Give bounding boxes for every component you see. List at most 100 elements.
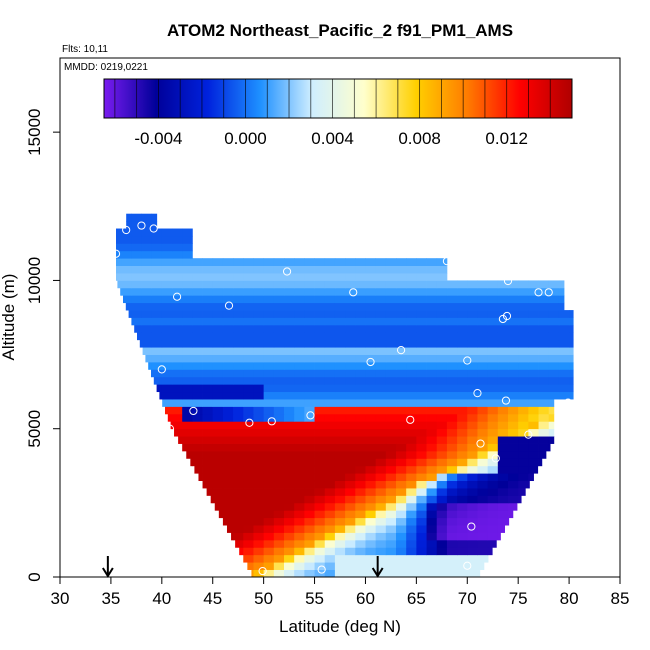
heatmap-cell: [161, 332, 173, 341]
heatmap-cell: [202, 428, 214, 437]
heatmap-cell: [294, 562, 305, 570]
heatmap-cell: [538, 361, 550, 370]
heatmap-cell: [497, 361, 509, 370]
heatmap-cell: [518, 399, 529, 407]
heatmap-cell: [426, 510, 438, 519]
heatmap-cell: [314, 450, 326, 459]
heatmap-cell: [497, 317, 509, 326]
heatmap-cell: [151, 295, 163, 304]
heatmap-cell: [334, 465, 346, 474]
heatmap-cell: [436, 510, 448, 519]
heatmap-cell: [273, 406, 285, 415]
heatmap-cell: [314, 280, 326, 289]
heatmap-cell: [243, 525, 254, 533]
heatmap-cell: [284, 517, 295, 526]
heatmap-cell: [426, 406, 438, 415]
heatmap-cell: [314, 569, 326, 577]
heatmap-cell: [192, 413, 203, 422]
heatmap-cell: [426, 376, 438, 385]
heatmap-cell: [538, 287, 550, 296]
heatmap-cell: [345, 488, 356, 496]
heatmap-cell: [263, 310, 275, 318]
heatmap-cell: [116, 243, 122, 252]
heatmap-cell: [253, 569, 265, 577]
observation-point: [502, 311, 512, 321]
heatmap-cell: [508, 384, 519, 393]
heatmap-cell: [192, 302, 203, 311]
heatmap-cell: [558, 391, 570, 400]
observation-point: [498, 314, 508, 324]
heatmap-cell: [436, 339, 448, 348]
heatmap-cell: [538, 310, 550, 318]
heatmap-cell: [365, 510, 377, 519]
heatmap-cell: [334, 332, 346, 341]
heatmap-cell: [365, 547, 377, 556]
heatmap-cell: [477, 547, 489, 556]
heatmap-cell: [467, 361, 478, 370]
heatmap-cell: [324, 525, 336, 533]
heatmap-cell: [273, 480, 285, 489]
heatmap-cell: [467, 332, 478, 341]
heatmap-cell: [426, 332, 438, 341]
heatmap-cell: [548, 280, 560, 289]
observation-point: [282, 267, 292, 276]
heatmap-cell: [273, 310, 285, 318]
heatmap-cell: [263, 554, 275, 563]
heatmap-cell: [467, 436, 478, 444]
heatmap-cell: [426, 280, 438, 289]
heatmap-cell: [457, 562, 468, 570]
heatmap-cell: [558, 295, 565, 304]
heatmap-cell: [467, 539, 478, 548]
heatmap-cell: [477, 562, 485, 570]
heatmap-cell: [375, 391, 387, 400]
heatmap-cell: [324, 324, 336, 333]
heatmap-cell: [151, 250, 163, 259]
heatmap-cell: [446, 369, 458, 378]
heatmap-cell: [355, 502, 366, 511]
heatmap-cell: [263, 502, 275, 511]
heatmap-cell: [212, 280, 224, 289]
heatmap-cell: [141, 228, 153, 237]
heatmap-cell: [518, 488, 526, 496]
colorbar-tick-label: 0.012: [485, 129, 528, 148]
heatmap-cell: [406, 443, 417, 452]
heatmap-cell: [222, 347, 234, 355]
heatmap-cell: [162, 399, 173, 407]
heatmap-cell: [182, 413, 193, 422]
heatmap-cell: [324, 443, 336, 452]
heatmap-cell: [202, 310, 214, 318]
x-tick-label: 70: [458, 589, 477, 608]
heatmap-cell: [385, 547, 397, 556]
heatmap-cell: [314, 428, 326, 437]
heatmap-cell: [222, 280, 234, 289]
heatmap-cell: [406, 554, 417, 563]
heatmap-cell: [334, 525, 346, 533]
heatmap-cell: [446, 450, 458, 459]
heatmap-cell: [121, 243, 132, 252]
observation-point: [224, 301, 234, 310]
heatmap-cell: [233, 376, 244, 385]
heatmap-cell: [294, 532, 305, 541]
heatmap-cell: [263, 384, 275, 393]
heatmap-cell: [508, 361, 519, 370]
heatmap-cell: [355, 354, 366, 363]
heatmap-cell: [365, 450, 377, 459]
heatmap-cell: [222, 413, 234, 422]
heatmap-cell: [446, 339, 458, 348]
heatmap-cell: [212, 428, 224, 437]
heatmap-cell: [284, 413, 295, 422]
heatmap-cell: [446, 295, 458, 304]
heatmap-cell: [294, 258, 305, 266]
heatmap-cell: [497, 525, 505, 533]
heatmap-cell: [243, 502, 254, 511]
heatmap-cell: [263, 317, 275, 326]
observation-point: [463, 356, 472, 365]
heatmap-cell: [324, 280, 336, 289]
heatmap-cell: [487, 295, 499, 304]
heatmap-cell: [518, 450, 529, 459]
heatmap-cell: [548, 324, 560, 333]
heatmap-cell: [334, 391, 346, 400]
observation-point: [524, 430, 533, 439]
heatmap-cell: [467, 473, 478, 482]
heatmap-cell: [457, 354, 468, 363]
